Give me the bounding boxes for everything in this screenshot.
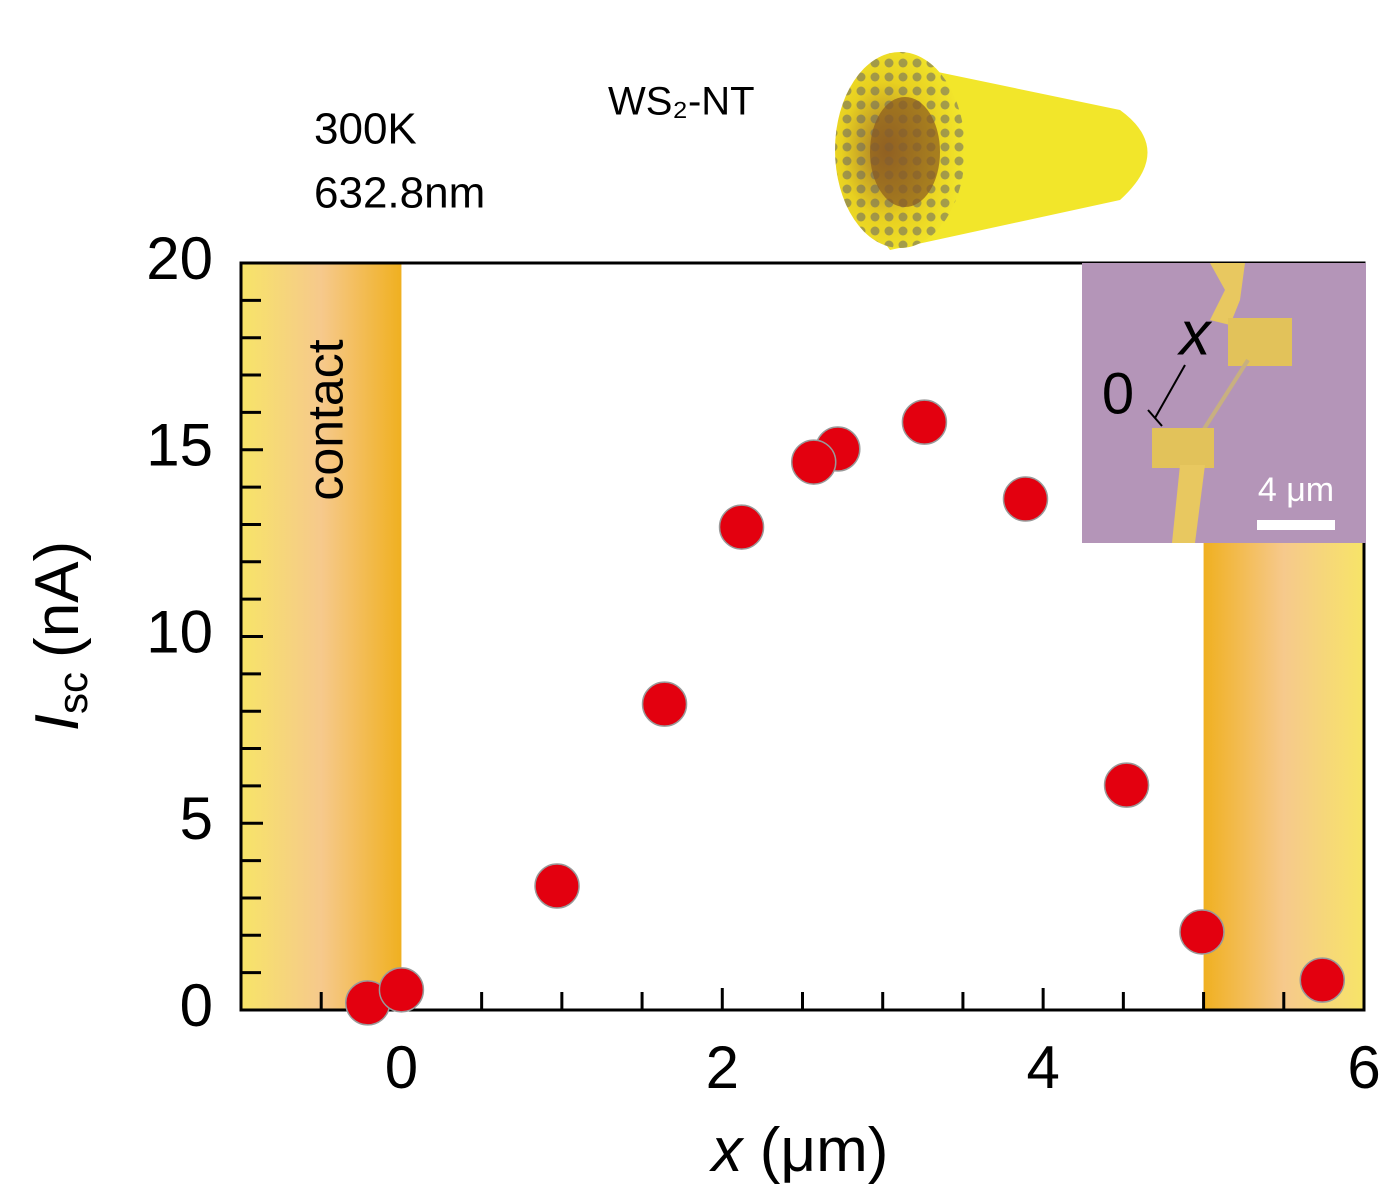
y-axis-label: Isc (nA) <box>23 541 96 731</box>
contact-region <box>241 263 402 1010</box>
y-tick-label: 10 <box>146 598 213 665</box>
data-point <box>718 504 765 550</box>
data-point <box>641 681 688 727</box>
plot: 0 2 4 6 0 5 10 15 20 x (μm) Isc (nA) <box>23 225 1380 1186</box>
x-tick-label: 4 <box>1026 1034 1059 1101</box>
region-label: contact <box>297 339 353 500</box>
y-tick-label: 20 <box>146 225 213 292</box>
image-label: WS₂-NT <box>608 80 755 124</box>
data-point <box>1179 909 1225 955</box>
x-tick-label: 0 <box>385 1034 418 1101</box>
data-point <box>534 863 580 909</box>
data-point <box>790 439 837 485</box>
x-tick-label: 6 <box>1347 1034 1380 1101</box>
annotation: 300K <box>314 105 417 154</box>
data-point <box>1103 762 1150 808</box>
y-tick-label: 15 <box>146 412 213 479</box>
x-axis-symbol: x <box>709 1116 745 1185</box>
data-point <box>378 967 425 1013</box>
plot-frame <box>239 261 1366 1012</box>
y-tick-label: 0 <box>180 972 213 1039</box>
x-axis-unit: (μm) <box>760 1116 889 1185</box>
inset: x 0 4 μm <box>1082 263 1366 543</box>
data-point <box>1299 957 1346 1003</box>
data-point <box>901 399 948 445</box>
inset-origin-label: 0 <box>1102 361 1134 426</box>
x-tick-label: 2 <box>706 1034 739 1101</box>
y-axis-subscript: sc <box>49 672 96 714</box>
inset-scale-label: 4 μm <box>1258 471 1334 509</box>
nanotube-illustration <box>835 52 1148 250</box>
data-point <box>1002 476 1049 522</box>
x-axis-label: x (μm) <box>709 1116 889 1185</box>
y-tick-label: 5 <box>180 785 213 852</box>
y-axis-symbol: I <box>23 714 92 731</box>
y-axis-unit: (nA) <box>23 541 92 658</box>
inset-axis-label: x <box>1177 299 1213 368</box>
annotation: 632.8nm <box>314 169 485 218</box>
